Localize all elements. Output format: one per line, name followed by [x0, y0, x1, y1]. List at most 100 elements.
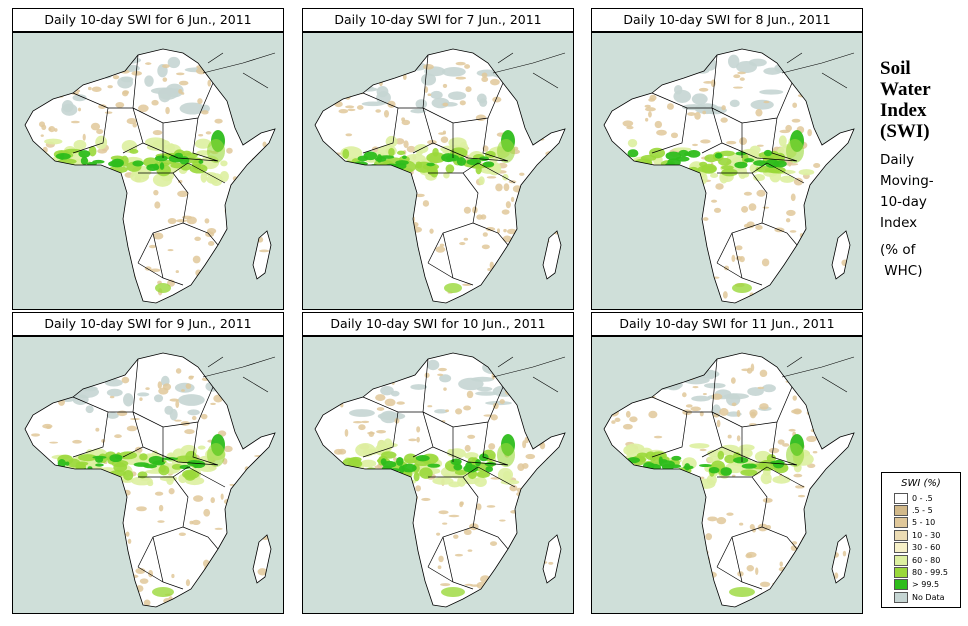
swi-area — [378, 475, 386, 479]
swi-area — [138, 104, 149, 113]
swi-area — [381, 167, 389, 178]
africa-map — [12, 32, 284, 310]
swi-area — [679, 204, 685, 207]
swi-area — [823, 412, 830, 417]
swi-area — [149, 268, 161, 273]
swi-area — [509, 484, 518, 492]
swi-area — [791, 409, 802, 414]
swi-area — [78, 454, 98, 462]
swi-area — [82, 284, 89, 293]
swi-area — [348, 459, 363, 468]
swi-area — [187, 409, 200, 416]
swi-area — [145, 387, 150, 390]
swi-area — [152, 130, 163, 136]
swi-area — [326, 198, 336, 203]
swi-area — [463, 464, 479, 473]
swi-area — [730, 377, 736, 384]
swi-area — [499, 519, 506, 522]
swi-area — [816, 570, 827, 578]
swi-area — [381, 465, 393, 475]
swi-area — [476, 503, 482, 511]
swi-area — [51, 600, 57, 607]
swi-area — [80, 156, 89, 165]
swi-area — [536, 475, 545, 479]
swi-area — [42, 510, 52, 514]
swi-area — [704, 154, 718, 163]
swi-area — [622, 225, 627, 229]
swi-area — [68, 570, 77, 579]
swi-area — [38, 81, 45, 89]
swi-area — [255, 396, 264, 399]
swi-area — [180, 162, 192, 171]
swi-area — [82, 381, 90, 388]
swi-area — [489, 78, 500, 86]
swi-area — [67, 546, 74, 553]
swi-area — [378, 155, 395, 159]
swi-area — [358, 424, 366, 431]
swi-area — [411, 285, 417, 290]
swi-area — [732, 283, 752, 293]
swi-area — [264, 493, 272, 497]
swi-area — [258, 249, 270, 253]
swi-area — [645, 117, 649, 122]
swi-area — [87, 277, 96, 281]
swi-area — [98, 104, 107, 109]
swi-area — [746, 565, 755, 572]
swi-area — [373, 171, 380, 177]
swi-area — [67, 472, 77, 478]
swi-area — [618, 477, 635, 488]
swi-area — [388, 518, 394, 522]
swi-area — [665, 588, 673, 596]
swi-area — [200, 413, 208, 420]
swi-area — [178, 394, 205, 406]
swi-area — [642, 208, 652, 214]
swi-area — [464, 64, 471, 69]
legend-swatch — [894, 505, 908, 517]
swi-area — [454, 469, 467, 476]
swi-area — [235, 497, 246, 503]
swi-area — [699, 448, 707, 452]
side-subtitle-line: 10-day — [880, 194, 927, 210]
swi-area — [120, 76, 134, 83]
swi-area — [760, 297, 768, 303]
swi-area — [690, 202, 699, 208]
swi-area — [664, 365, 669, 370]
swi-area — [827, 280, 836, 286]
swi-area — [210, 402, 216, 406]
swi-area — [66, 84, 78, 88]
swi-area — [408, 212, 412, 217]
swi-area — [648, 98, 656, 102]
swi-area — [381, 160, 395, 173]
swi-area — [680, 282, 690, 286]
swi-area — [167, 56, 181, 69]
swi-area — [73, 222, 82, 227]
swi-area — [347, 108, 356, 112]
swi-area — [689, 580, 700, 584]
swi-area — [176, 219, 187, 223]
swi-area — [78, 150, 91, 158]
swi-area — [379, 508, 386, 514]
swi-area — [697, 478, 716, 489]
swi-area — [426, 163, 437, 176]
swi-area — [621, 172, 636, 181]
swi-area — [245, 182, 254, 187]
middle-east-outline — [492, 356, 566, 393]
swi-area — [819, 221, 828, 229]
swi-area — [769, 167, 781, 174]
swi-area — [174, 382, 195, 393]
swi-area — [360, 459, 377, 468]
swi-area — [510, 196, 515, 202]
swi-area — [226, 502, 233, 506]
swi-area — [78, 107, 82, 112]
swi-area — [673, 192, 678, 198]
swi-area — [207, 79, 212, 87]
swi-area — [376, 407, 385, 411]
swi-area — [743, 191, 752, 196]
swi-area — [475, 391, 498, 396]
swi-area — [626, 125, 634, 130]
swi-area — [49, 174, 58, 186]
swi-area — [158, 387, 169, 395]
swi-area — [61, 103, 78, 116]
swi-area — [117, 363, 127, 370]
swi-area — [73, 139, 87, 150]
